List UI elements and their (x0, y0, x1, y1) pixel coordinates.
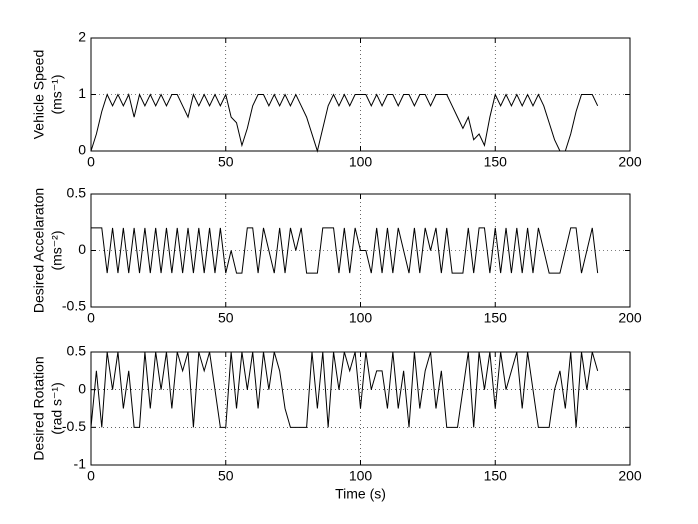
y-axis-label: Desired Rotation (31, 356, 47, 460)
y-tick-label: 0 (78, 241, 86, 257)
x-tick-label: 0 (87, 310, 95, 326)
y-axis-label: (ms⁻¹) (49, 74, 65, 114)
x-tick-label: 200 (618, 154, 642, 170)
x-axis-label: Time (s) (335, 486, 386, 502)
x-tick-label: 150 (484, 468, 508, 484)
data-line (91, 227, 599, 274)
axes-box (90, 351, 631, 466)
data-line (90, 351, 599, 428)
y-axis-label: (rad s⁻¹) (49, 382, 65, 435)
y-tick-label: 0 (78, 380, 86, 396)
data-line (90, 93, 599, 153)
x-tick-label: 150 (484, 154, 508, 170)
y-axis-label: (ms⁻²) (49, 230, 65, 270)
y-axis-label: Desired Accelaraton (31, 188, 47, 313)
axes-box (90, 193, 631, 308)
x-tick-label: 150 (484, 310, 508, 326)
x-tick-label: 0 (87, 468, 95, 484)
y-tick-label: 0.5 (67, 185, 87, 201)
x-tick-label: 50 (218, 468, 234, 484)
x-tick-label: 200 (618, 310, 642, 326)
y-tick-label: -0.5 (62, 298, 86, 314)
x-tick-label: 200 (618, 468, 642, 484)
x-tick-label: 0 (87, 154, 95, 170)
y-tick-label: 0.5 (67, 343, 87, 359)
y-axis-label: Vehicle Speed (31, 50, 47, 140)
x-tick-label: 50 (218, 154, 234, 170)
axes-box (90, 37, 631, 152)
y-tick-label: 2 (78, 29, 86, 45)
x-tick-label: 100 (349, 468, 373, 484)
x-tick-label: 100 (349, 154, 373, 170)
x-tick-label: 50 (218, 310, 234, 326)
y-tick-label: 1 (78, 85, 86, 101)
y-tick-label: -0.5 (62, 418, 86, 434)
x-tick-label: 100 (349, 310, 373, 326)
y-tick-label: -1 (74, 456, 87, 472)
y-tick-label: 0 (78, 142, 86, 158)
